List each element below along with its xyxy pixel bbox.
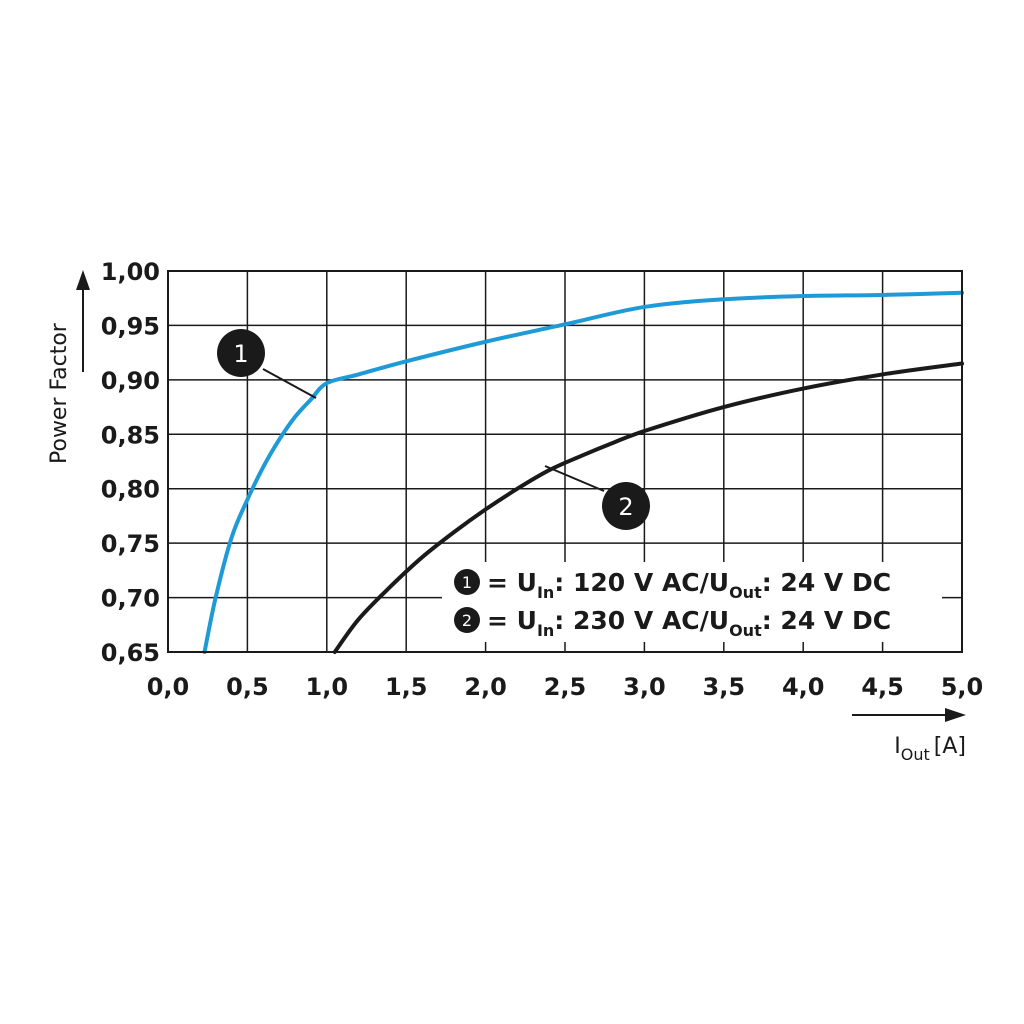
y-tick-label: 0,95 (101, 312, 160, 340)
legend-item-2-badge-label: 2 (462, 611, 472, 630)
x-tick-label: 1,5 (385, 673, 428, 701)
legend-item-1-badge-label: 1 (462, 573, 472, 592)
y-tick-label: 1,00 (101, 258, 160, 286)
x-axis-title: IOut [A] (894, 734, 966, 764)
y-axis-title-group: Power Factor (47, 270, 90, 464)
x-tick-label: 2,5 (544, 673, 587, 701)
series-1-badge-label: 1 (233, 340, 248, 368)
series-1-leader-line (262, 368, 317, 399)
x-tick-label: 3,5 (703, 673, 746, 701)
legend: 1 = UIn: 120 V AC/UOut: 24 V DC 2 = UIn:… (442, 562, 942, 642)
y-tick-label: 0,85 (101, 421, 160, 449)
x-tick-label: 0,5 (226, 673, 269, 701)
plot-frame (167, 270, 963, 653)
y-axis-title: Power Factor (47, 322, 72, 464)
legend-item-1-badge (454, 569, 480, 595)
x-tick-label: 2,0 (464, 673, 507, 701)
y-tick-label: 0,90 (101, 367, 160, 395)
y-axis-arrow-head (76, 270, 90, 290)
x-axis-title-group: IOut [A] (852, 708, 966, 764)
legend-item-2: 2 = UIn: 230 V AC/UOut: 24 V DC (454, 606, 891, 640)
x-tick-label: 4,5 (861, 673, 904, 701)
series-1-line (202, 290, 964, 654)
x-axis-arrow-head (945, 708, 966, 722)
y-tick-label: 0,80 (101, 476, 160, 504)
x-tick-labels: 0,0 0,5 1,0 1,5 2,0 2,5 3,0 3,5 4,0 4,5 5,0 (147, 673, 984, 701)
y-tick-label: 0,65 (101, 639, 160, 667)
y-tick-label: 0,75 (101, 530, 160, 558)
series-1-callout: 1 (217, 329, 317, 399)
series-1-badge (217, 329, 265, 377)
x-tick-label: 3,0 (623, 673, 666, 701)
x-tick-label: 1,0 (306, 673, 349, 701)
series-2-badge-label: 2 (618, 493, 633, 521)
legend-item-1-label: = UIn: 120 V AC/UOut: 24 V DC (487, 568, 891, 602)
series-lines (202, 290, 964, 654)
series-2-leader-line (544, 465, 605, 492)
legend-item-2-label: = UIn: 230 V AC/UOut: 24 V DC (487, 606, 891, 640)
series-2-line (332, 361, 964, 654)
x-tick-label: 0,0 (147, 673, 190, 701)
legend-item-1: 1 = UIn: 120 V AC/UOut: 24 V DC (454, 568, 891, 602)
y-tick-label: 0,70 (101, 585, 160, 613)
series-2-badge (602, 482, 650, 530)
legend-item-2-badge (454, 607, 480, 633)
legend-background (442, 562, 942, 642)
y-tick-labels: 1,00 0,95 0,90 0,85 0,80 0,75 0,70 0,65 (101, 258, 160, 667)
x-tick-label: 4,0 (782, 673, 825, 701)
series-2-callout: 2 (544, 465, 650, 530)
x-tick-label: 5,0 (941, 673, 984, 701)
